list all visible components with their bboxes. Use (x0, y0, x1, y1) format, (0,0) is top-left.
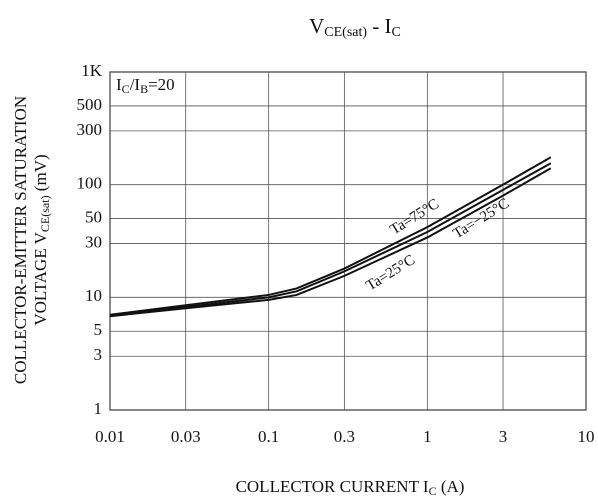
annotation: Ta=75°C (387, 196, 441, 238)
title-part: V (309, 14, 324, 38)
condition-label: IC/IB=20 (116, 75, 175, 96)
series-line (109, 167, 552, 318)
x-label-part: (A) (437, 477, 465, 496)
y-tick-label: 5 (94, 320, 103, 339)
chart-title: VCE(sat) - IC (309, 14, 401, 40)
y-label-line: COLLECTOR-EMITTER SATURATION (11, 96, 30, 384)
title-part: C (392, 25, 401, 40)
y-axis-label: COLLECTOR-EMITTER SATURATION VOLTAGE VCE… (11, 96, 52, 384)
title-part: - I (367, 14, 392, 38)
y-tick-label: 10 (85, 286, 102, 305)
x-tick-label: 1 (423, 427, 432, 446)
plot: 0.01 0.03 0.1 0.3 1 3 10 1 3 5 10 30 50 100 300 500 1K (77, 61, 595, 446)
y-label-part: (mV) (31, 154, 50, 195)
plot-frame (109, 71, 587, 411)
x-tick-label: 10 (578, 427, 595, 446)
y-label-part: VOLTAGE V (31, 231, 50, 325)
y-tick-label: 100 (77, 174, 103, 193)
cond-part: =20 (148, 75, 175, 94)
y-tick-label: 1 (94, 399, 103, 418)
series-line (109, 156, 552, 316)
y-tick-label: 500 (77, 95, 103, 114)
y-tick-label: 300 (77, 120, 103, 139)
y-tick-label: 3 (94, 345, 103, 364)
x-label-part: COLLECTOR CURRENT I (236, 477, 429, 496)
y-label-line: VOLTAGE VCE(sat) (mV) (31, 154, 52, 325)
x-tick-label: 0.01 (95, 427, 125, 446)
y-tick-label: 30 (85, 232, 102, 251)
title-part: CE(sat) (324, 25, 367, 40)
x-tick-label: 3 (499, 427, 508, 446)
series-line (109, 162, 552, 317)
x-tick-label: 0.3 (334, 427, 355, 446)
x-tick-label: 0.1 (258, 427, 279, 446)
x-label-part: C (429, 484, 437, 498)
y-tick-label: 50 (85, 207, 102, 226)
cond-part: B (140, 82, 148, 96)
cond-part: C (122, 82, 130, 96)
x-tick-label: 0.03 (171, 427, 201, 446)
cond-part: /I (130, 75, 141, 94)
y-tick-label: 1K (81, 61, 103, 80)
cond-part: I (116, 75, 122, 94)
y-label-part: CE(sat) (38, 195, 52, 232)
x-axis-label: COLLECTOR CURRENT IC (A) (236, 477, 465, 498)
